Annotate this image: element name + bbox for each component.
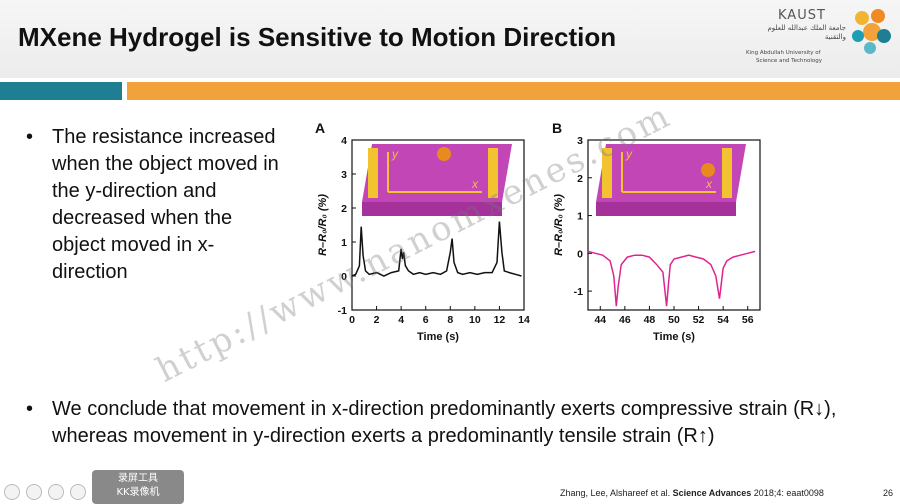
inset-electrode-left bbox=[602, 148, 612, 198]
y-tick-label: -1 bbox=[338, 305, 347, 317]
y-tick-label: -1 bbox=[574, 286, 583, 298]
x-tick-label: 2 bbox=[374, 314, 380, 326]
y-tick-label: 0 bbox=[341, 271, 347, 283]
x-tick-label: 56 bbox=[742, 314, 754, 326]
inset-x-label: x bbox=[705, 177, 713, 191]
y-tick-label: 2 bbox=[577, 173, 583, 185]
x-axis-label: Time (s) bbox=[653, 331, 695, 343]
logo-name: KAUST bbox=[778, 8, 826, 23]
slide-header: MXene Hydrogel is Sensitive to Motion Di… bbox=[0, 0, 900, 78]
y-tick-label: 1 bbox=[341, 237, 347, 249]
x-tick-label: 12 bbox=[494, 314, 506, 326]
header-accent-teal bbox=[0, 82, 122, 100]
x-tick-label: 52 bbox=[693, 314, 705, 326]
citation-journal: Science Advances bbox=[673, 488, 752, 498]
slide-number: 26 bbox=[883, 488, 893, 498]
inset-electrode-right bbox=[488, 148, 498, 198]
y-tick-label: 4 bbox=[341, 135, 347, 147]
x-tick-label: 8 bbox=[447, 314, 453, 326]
citation: Zhang, Lee, Alshareef et al. Science Adv… bbox=[560, 488, 824, 498]
recorder-line-2: KK录像机 bbox=[92, 486, 184, 500]
inset-x-label: x bbox=[471, 177, 479, 191]
y-tick-label: 0 bbox=[577, 248, 583, 260]
bullet-resistance: • The resistance increased when the obje… bbox=[52, 124, 282, 286]
inset-electrode-left bbox=[368, 148, 378, 198]
presentation-controls bbox=[4, 484, 86, 502]
logo-english-2: Science and Technology bbox=[756, 58, 822, 64]
next-slide-icon[interactable] bbox=[26, 484, 42, 500]
chart-b: y x 44 46 48 50 52 54 56 -1 0 1 2 3 Time (s) R–R₀/R₀ (%… bbox=[548, 130, 768, 370]
inset-plate-edge bbox=[362, 202, 502, 216]
bullet-icon: • bbox=[26, 396, 33, 423]
x-tick-label: 4 bbox=[398, 314, 404, 326]
recorder-overlay: 录屏工具 KK录像机 bbox=[92, 470, 184, 504]
citation-authors: Zhang, Lee, Alshareef et al. bbox=[560, 488, 673, 498]
bullet-resistance-text: The resistance increased when the object… bbox=[52, 126, 279, 283]
slide-title: MXene Hydrogel is Sensitive to Motion Di… bbox=[18, 22, 616, 53]
bullet-conclusion: • We conclude that movement in x-directi… bbox=[52, 396, 842, 450]
x-tick-label: 48 bbox=[644, 314, 656, 326]
previous-slide-icon[interactable] bbox=[4, 484, 20, 500]
citation-details: 2018;4: eaat0098 bbox=[751, 488, 824, 498]
pen-tool-icon[interactable] bbox=[48, 484, 64, 500]
bullet-icon: • bbox=[26, 124, 33, 151]
inset-y-label: y bbox=[625, 147, 633, 161]
y-axis-label: R–R₀/R₀ (%) bbox=[553, 194, 565, 256]
x-tick-label: 46 bbox=[619, 314, 631, 326]
series-line bbox=[352, 222, 522, 276]
x-tick-label: 10 bbox=[469, 314, 481, 326]
logo-arabic: جامعة الملك عبدالله للعلوم والتقنية bbox=[746, 24, 846, 42]
header-accent-orange bbox=[127, 82, 900, 100]
y-axis-label: R–R₀/R₀ (%) bbox=[317, 194, 329, 256]
y-tick-label: 3 bbox=[577, 135, 583, 147]
y-tick-label: 3 bbox=[341, 169, 347, 181]
recorder-line-1: 录屏工具 bbox=[92, 472, 184, 486]
y-tick-label: 1 bbox=[577, 211, 583, 223]
inset-y-label: y bbox=[391, 147, 399, 161]
x-tick-label: 14 bbox=[518, 314, 530, 326]
y-tick-label: 2 bbox=[341, 203, 347, 215]
bullet-conclusion-text: We conclude that movement in x-direction… bbox=[52, 398, 836, 447]
inset-electrode-right bbox=[722, 148, 732, 198]
inset-plate-edge bbox=[596, 202, 736, 216]
x-tick-label: 50 bbox=[668, 314, 680, 326]
x-axis-label: Time (s) bbox=[417, 331, 459, 343]
x-tick-label: 0 bbox=[349, 314, 355, 326]
inset-ball bbox=[701, 163, 715, 177]
zoom-icon[interactable] bbox=[70, 484, 86, 500]
x-tick-label: 54 bbox=[717, 314, 729, 326]
logo-english-1: King Abdullah University of bbox=[746, 50, 821, 56]
inset-ball bbox=[437, 147, 451, 161]
series-line bbox=[588, 251, 755, 306]
x-tick-label: 44 bbox=[594, 314, 606, 326]
x-tick-label: 6 bbox=[423, 314, 429, 326]
kaust-emblem-icon bbox=[848, 8, 894, 58]
kaust-logo: KAUST جامعة الملك عبدالله للعلوم والتقني… bbox=[746, 6, 896, 72]
